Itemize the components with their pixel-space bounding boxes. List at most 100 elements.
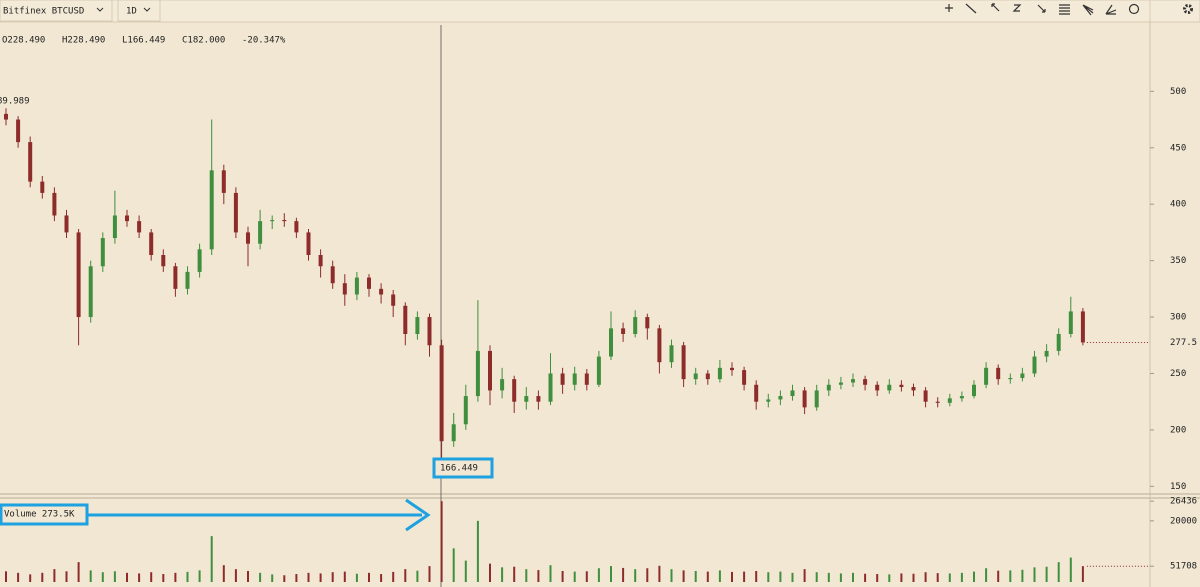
candle-body [40, 181, 45, 193]
volume-bar [658, 565, 661, 582]
candle-body [681, 345, 686, 380]
arrow-tool[interactable] [991, 3, 1000, 12]
candle-body [754, 384, 759, 402]
volume-bar [501, 567, 504, 582]
volume-bar [416, 570, 419, 582]
volume-bar [77, 562, 80, 582]
highlight-box [0, 503, 89, 526]
crosshair-tool[interactable] [945, 4, 953, 12]
volume-bar [767, 572, 770, 582]
y-tick-label: 150 [1170, 482, 1186, 492]
candle-body [560, 373, 565, 385]
volume-bar [622, 567, 625, 582]
volume-bar [537, 570, 540, 582]
volume-bar [815, 572, 818, 582]
candle-body [669, 345, 674, 363]
volume-bar [827, 572, 830, 582]
interval[interactable]: 1D [126, 7, 137, 17]
ray-tool[interactable] [1037, 4, 1046, 13]
volume-bar [476, 520, 479, 582]
volume-bar [319, 573, 322, 582]
candle-body [633, 317, 638, 334]
volume-bar [646, 568, 649, 582]
candle-body [415, 317, 420, 334]
candle-body [1044, 350, 1049, 357]
candle-body [947, 398, 952, 403]
candle-body [185, 271, 190, 289]
candle-body [984, 367, 989, 385]
pitchfork-tool[interactable] [1012, 4, 1022, 12]
candle-body [524, 396, 529, 402]
volume-bar [368, 572, 370, 582]
volume-bar [718, 570, 721, 582]
dropdown-arrow [143, 7, 151, 12]
volume-bar [525, 569, 528, 582]
volume-bar [924, 572, 927, 582]
volume-bar [331, 572, 334, 582]
candle-body [52, 192, 57, 216]
volume-bar [1045, 566, 1048, 582]
candle-body [851, 379, 855, 383]
legend-change: -20.347% [242, 36, 286, 46]
fib-tool[interactable] [1059, 4, 1070, 15]
volume-bar [1069, 557, 1072, 582]
drawing-tools [945, 3, 1140, 16]
candle-body [463, 396, 468, 425]
candle-body [100, 238, 105, 267]
settings-icon[interactable] [1183, 4, 1193, 14]
candle-body [572, 373, 577, 385]
volume-bar [162, 574, 165, 582]
candle-body [972, 384, 976, 397]
volume-bar [113, 571, 116, 582]
candle-body [778, 396, 783, 400]
y-tick-label: 400 [1170, 200, 1186, 210]
highlight-box [432, 457, 494, 479]
candle-body [137, 221, 142, 233]
volume-bar [295, 574, 298, 582]
volume-bar [852, 572, 854, 582]
gann-tool[interactable] [1105, 4, 1117, 15]
candle-body [911, 387, 916, 391]
ellipse-tool[interactable] [1128, 3, 1140, 15]
candle-body [221, 170, 226, 193]
interval-button[interactable] [117, 0, 161, 22]
volume-bar [912, 573, 915, 582]
symbol-button[interactable] [0, 0, 113, 22]
candle-body [451, 424, 456, 442]
candle-body [112, 215, 117, 239]
volume-bar [210, 536, 213, 582]
volume-bar [271, 574, 274, 582]
candle-body [488, 350, 492, 391]
volume-bar [779, 571, 782, 582]
candle-body [766, 399, 771, 402]
volume-bar [573, 571, 576, 582]
symbol[interactable]: Bitfinex BTCUSD [3, 7, 84, 17]
volume-bar [888, 574, 891, 582]
volume-bar [682, 570, 685, 582]
candle-body [838, 382, 843, 385]
candle-body [923, 390, 928, 402]
volume-bar [1021, 569, 1024, 582]
volume-bar [597, 568, 600, 582]
volume-bar [936, 573, 939, 582]
volume-bar [41, 572, 44, 582]
fan-tool[interactable] [1082, 4, 1094, 16]
volume-bar [404, 569, 407, 582]
volume-bar [464, 560, 467, 582]
volume-bar [960, 572, 963, 582]
volume-tick-label: 51708 [1170, 562, 1197, 572]
volume-bar [452, 548, 455, 582]
volume-bar [174, 572, 177, 582]
candle-body [512, 379, 517, 402]
legend-high: H228.490 [62, 36, 105, 46]
candle-body [403, 305, 408, 334]
line-tool[interactable] [965, 3, 977, 14]
volume-bar [743, 571, 746, 582]
last-price-label: 277.5 [1170, 338, 1197, 348]
volume-tick-label: 26436 [1170, 497, 1197, 507]
volume-bar [150, 572, 153, 582]
volume-bar [247, 570, 249, 582]
y-tick-label: 500 [1170, 87, 1186, 97]
